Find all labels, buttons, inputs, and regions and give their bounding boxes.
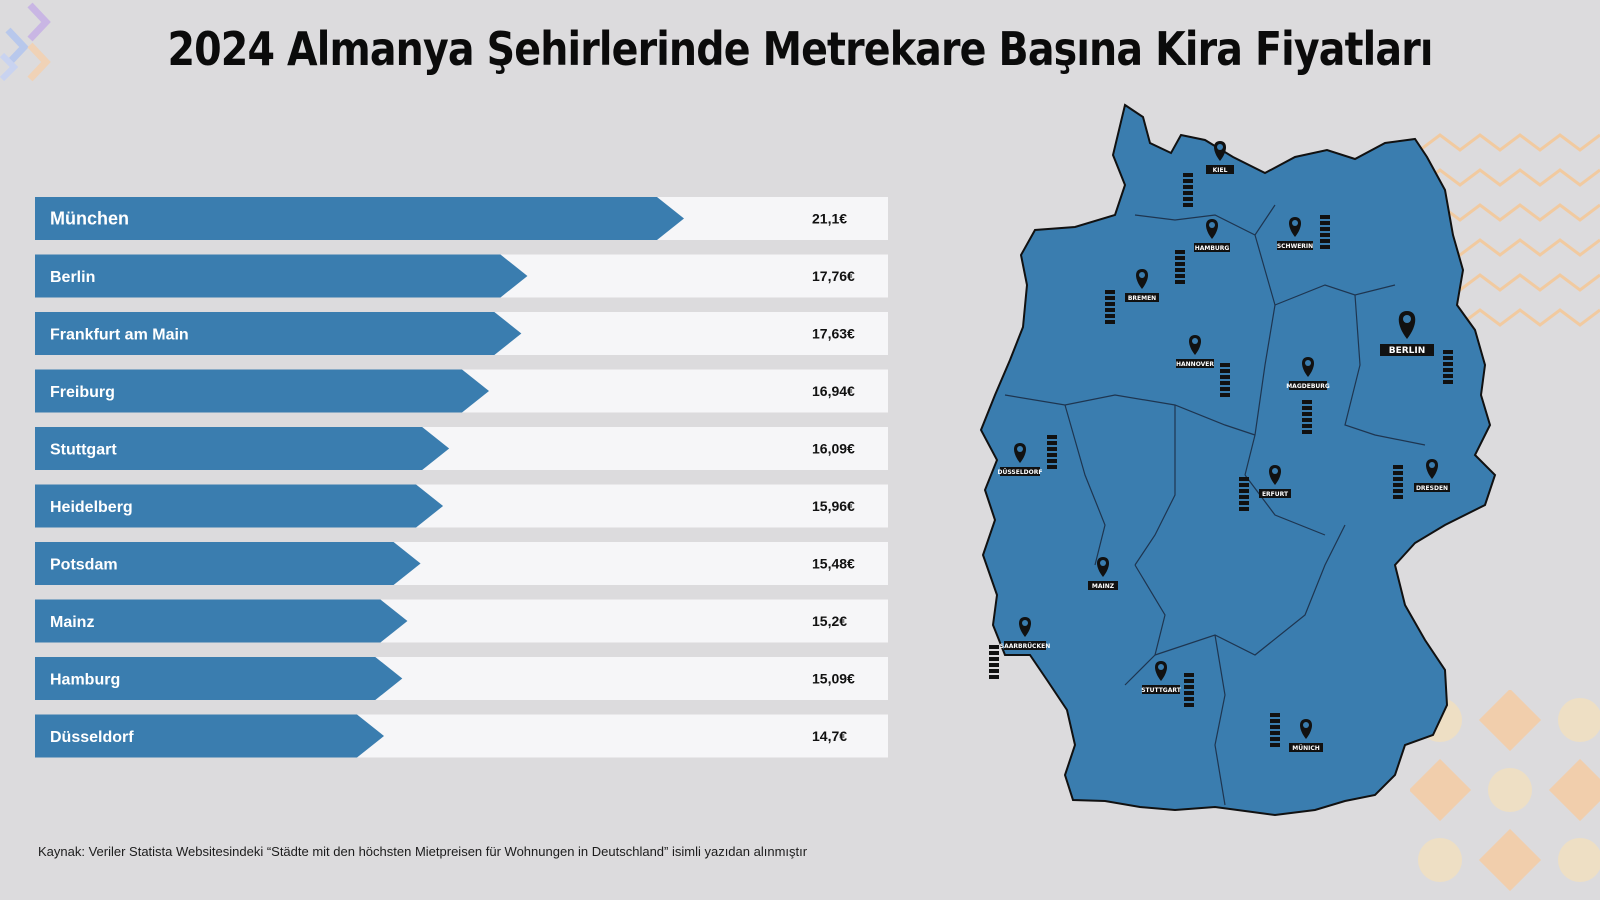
bar <box>35 714 384 758</box>
city-label-muenchen: MÜNICH <box>1292 745 1320 752</box>
value-label: 16,94€ <box>812 383 855 399</box>
bar <box>35 254 528 298</box>
bar <box>35 427 450 470</box>
city-label-magdeburg: MAGDEBURG <box>1286 383 1330 390</box>
source-note: Kaynak: Veriler Statista Websitesindeki … <box>38 844 808 859</box>
bar <box>35 369 489 413</box>
value-label: 21,1€ <box>812 211 847 227</box>
city-label-duesseldorf: DÜSSELDORF <box>998 469 1043 476</box>
city-label-berlin: BERLIN <box>1389 346 1426 356</box>
city-label-bremen: BREMEN <box>1128 295 1156 302</box>
category-label: Frankfurt am Main <box>50 327 189 344</box>
city-label-stuttgart: STUTTGART <box>1141 687 1182 694</box>
value-label: 15,2€ <box>812 613 847 629</box>
category-label: Düsseldorf <box>50 729 134 746</box>
value-label: 15,48€ <box>812 556 855 572</box>
bar <box>35 312 522 355</box>
city-label-dresden: DRESDEN <box>1416 485 1448 492</box>
category-label: Potsdam <box>50 557 118 574</box>
city-label-mainz: MAINZ <box>1092 583 1115 590</box>
bar <box>35 484 444 528</box>
value-label: 17,63€ <box>812 326 855 342</box>
category-label: Heidelberg <box>50 499 133 516</box>
marker-stripes <box>989 173 1453 747</box>
city-label-erfurt: ERFURT <box>1262 491 1289 498</box>
city-label-hamburg: HAMBURG <box>1195 245 1230 252</box>
category-label: München <box>50 209 129 229</box>
bar <box>35 657 403 700</box>
city-label-schwerin: SCHWERIN <box>1277 243 1313 250</box>
value-label: 14,7€ <box>812 728 847 744</box>
bar-chart: München 21,1€ Berlin 17,76€ Frankfurt am Mai… <box>35 197 888 758</box>
bar <box>35 197 684 240</box>
city-markers: KIEL HAMBURG SCHWERIN BREMEN BERLIN HANN… <box>998 141 1450 752</box>
bar <box>35 599 408 643</box>
category-label: Stuttgart <box>50 442 117 459</box>
city-label-kiel: KIEL <box>1213 167 1228 174</box>
category-label: Berlin <box>50 269 95 286</box>
corner-chevron-decoration <box>0 2 51 82</box>
germany-map: KIEL HAMBURG SCHWERIN BREMEN BERLIN HANN… <box>979 103 1497 817</box>
value-label: 17,76€ <box>812 268 855 284</box>
city-label-saarbruecken: SAARBRÜCKEN <box>1000 643 1050 650</box>
category-label: Freiburg <box>50 384 115 401</box>
value-label: 15,09€ <box>812 671 855 687</box>
germany-map-shape <box>979 103 1497 817</box>
value-label: 15,96€ <box>812 498 855 514</box>
city-label-hannover: HANNOVER <box>1176 361 1214 368</box>
bar <box>35 542 421 585</box>
value-label: 16,09€ <box>812 441 855 457</box>
state-borders <box>1004 204 1426 806</box>
category-label: Hamburg <box>50 672 120 689</box>
category-label: Mainz <box>50 614 94 631</box>
page-title: 2024 Almanya Şehirlerinde Metrekare Başı… <box>167 22 1433 76</box>
